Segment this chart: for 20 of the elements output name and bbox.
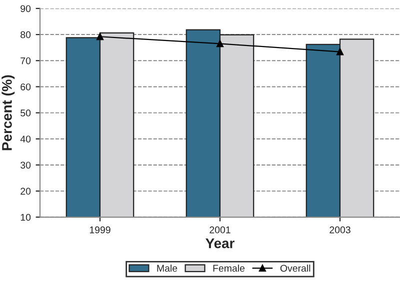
y-tick-label: 80 xyxy=(20,31,31,38)
legend-label: Male xyxy=(157,264,178,272)
x-tick-label: 1999 xyxy=(90,226,110,234)
legend-label: Female xyxy=(213,264,245,272)
point xyxy=(96,33,104,40)
y-axis-title: Percent (%) xyxy=(2,75,15,150)
y-tick-label: 70 xyxy=(20,57,31,64)
y-tick-label: 50 xyxy=(20,110,31,116)
y-tick-label: 20 xyxy=(20,188,31,195)
y-tick-label: 30 xyxy=(20,162,31,169)
y-tick-label: 60 xyxy=(20,83,31,90)
point xyxy=(336,48,344,56)
y-tick-label: 10 xyxy=(20,214,31,221)
x-axis-title: Year xyxy=(206,238,234,248)
y-tick-label: 90 xyxy=(20,5,31,12)
y-tick-label: 40 xyxy=(20,136,31,143)
legend-label: Overall xyxy=(280,264,310,272)
x-tick-label: 2001 xyxy=(210,226,230,234)
x-tick-label: 2003 xyxy=(330,226,350,234)
point xyxy=(216,40,224,48)
